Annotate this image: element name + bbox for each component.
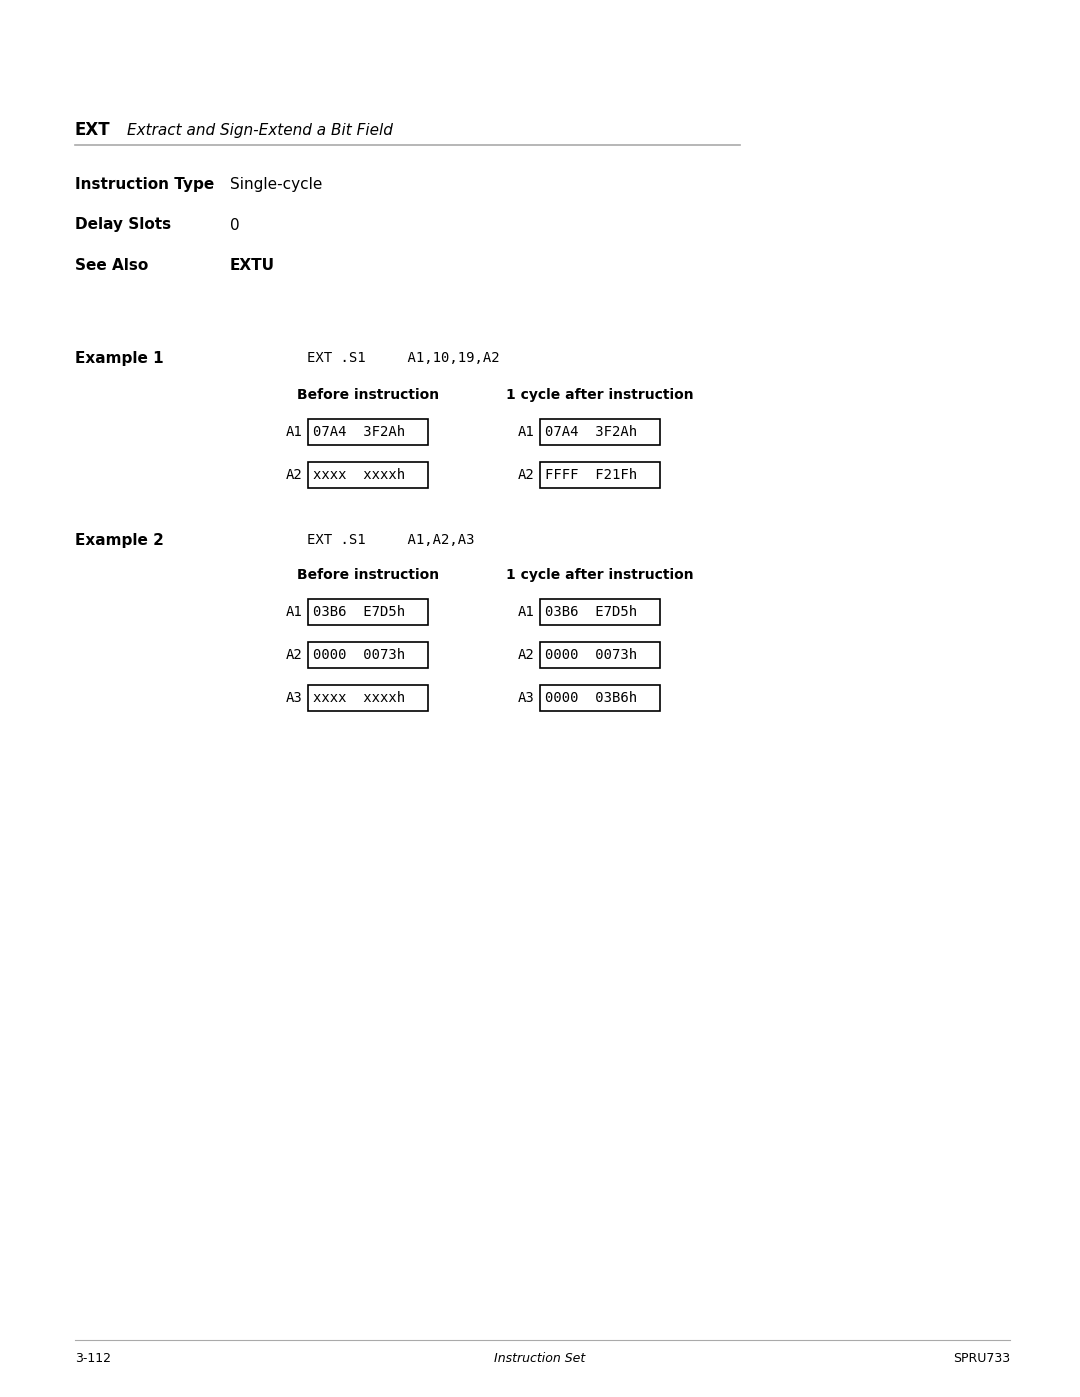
Text: Delay Slots: Delay Slots xyxy=(75,218,171,232)
Text: 0: 0 xyxy=(230,218,240,232)
Text: Single-cycle: Single-cycle xyxy=(230,177,322,193)
FancyBboxPatch shape xyxy=(308,599,428,624)
Text: SPRU733: SPRU733 xyxy=(953,1351,1010,1365)
Text: xxxx  xxxxh: xxxx xxxxh xyxy=(313,468,405,482)
Text: xxxx  xxxxh: xxxx xxxxh xyxy=(313,692,405,705)
Text: A2: A2 xyxy=(285,468,302,482)
FancyBboxPatch shape xyxy=(540,599,660,624)
Text: Example 2: Example 2 xyxy=(75,532,164,548)
Text: 07A4  3F2Ah: 07A4 3F2Ah xyxy=(313,425,405,439)
FancyBboxPatch shape xyxy=(308,419,428,446)
Text: 0000  03B6h: 0000 03B6h xyxy=(545,692,637,705)
Text: A1: A1 xyxy=(517,425,534,439)
Text: 03B6  E7D5h: 03B6 E7D5h xyxy=(545,605,637,619)
Text: A1: A1 xyxy=(285,425,302,439)
Text: Before instruction: Before instruction xyxy=(297,569,440,583)
Text: 1 cycle after instruction: 1 cycle after instruction xyxy=(507,388,693,402)
FancyBboxPatch shape xyxy=(540,685,660,711)
Text: A2: A2 xyxy=(285,648,302,662)
Text: Before instruction: Before instruction xyxy=(297,388,440,402)
FancyBboxPatch shape xyxy=(308,462,428,488)
FancyBboxPatch shape xyxy=(540,462,660,488)
Text: Extract and Sign-Extend a Bit Field: Extract and Sign-Extend a Bit Field xyxy=(127,123,393,137)
Text: Example 1: Example 1 xyxy=(75,351,164,366)
Text: A2: A2 xyxy=(517,468,534,482)
Text: A1: A1 xyxy=(285,605,302,619)
Text: 3-112: 3-112 xyxy=(75,1351,111,1365)
Text: 0000  0073h: 0000 0073h xyxy=(545,648,637,662)
Text: A2: A2 xyxy=(517,648,534,662)
Text: See Also: See Also xyxy=(75,257,148,272)
FancyBboxPatch shape xyxy=(540,643,660,668)
Text: 03B6  E7D5h: 03B6 E7D5h xyxy=(313,605,405,619)
Text: 0000  0073h: 0000 0073h xyxy=(313,648,405,662)
FancyBboxPatch shape xyxy=(308,643,428,668)
Text: 1 cycle after instruction: 1 cycle after instruction xyxy=(507,569,693,583)
Text: A3: A3 xyxy=(285,692,302,705)
FancyBboxPatch shape xyxy=(308,685,428,711)
Text: EXTU: EXTU xyxy=(230,257,275,272)
Text: A3: A3 xyxy=(517,692,534,705)
Text: EXT .S1     A1,10,19,A2: EXT .S1 A1,10,19,A2 xyxy=(307,351,500,365)
Text: EXT: EXT xyxy=(75,122,110,138)
Text: FFFF  F21Fh: FFFF F21Fh xyxy=(545,468,637,482)
Text: A1: A1 xyxy=(517,605,534,619)
FancyBboxPatch shape xyxy=(540,419,660,446)
Text: EXT .S1     A1,A2,A3: EXT .S1 A1,A2,A3 xyxy=(307,534,474,548)
Text: Instruction Set: Instruction Set xyxy=(495,1351,585,1365)
Text: 07A4  3F2Ah: 07A4 3F2Ah xyxy=(545,425,637,439)
Text: Instruction Type: Instruction Type xyxy=(75,177,214,193)
